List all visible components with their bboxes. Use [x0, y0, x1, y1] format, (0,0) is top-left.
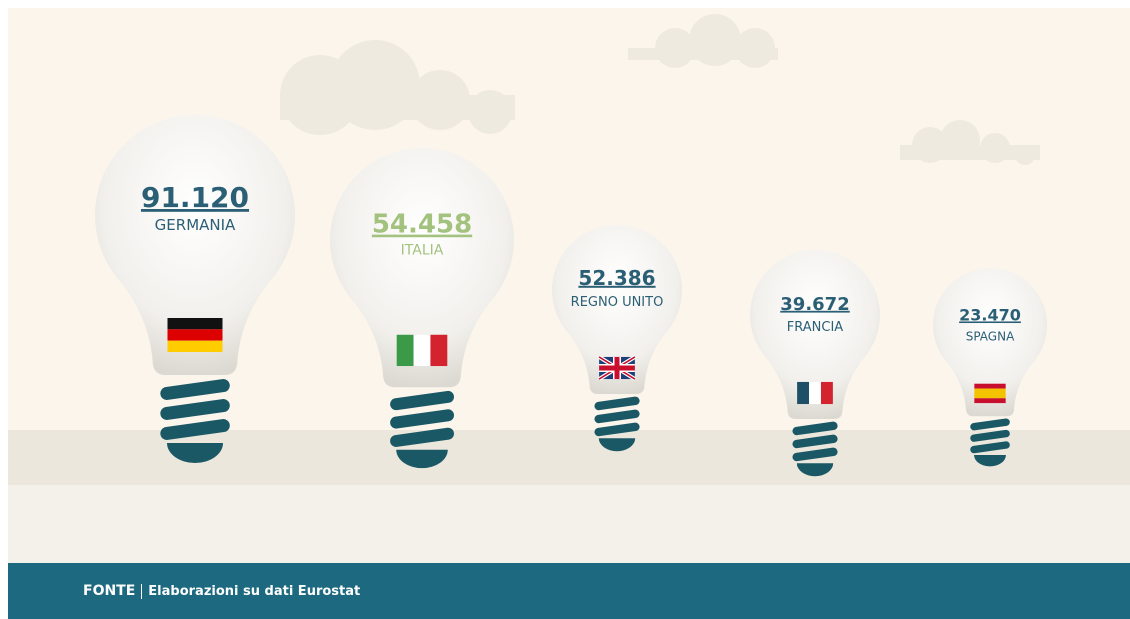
- footer-text: Elaborazioni su dati Eurostat: [141, 583, 360, 599]
- bulb-thread: [594, 396, 640, 411]
- flag-part: [974, 388, 1006, 399]
- bulb-thread: [594, 422, 640, 437]
- flag-part: [167, 329, 223, 341]
- bulb-tip: [598, 438, 636, 452]
- bulb-thread: [970, 441, 1010, 454]
- bulb-glass: [95, 115, 295, 376]
- flag: [396, 334, 448, 367]
- bulb-thread: [792, 447, 838, 462]
- flag: [974, 383, 1006, 404]
- flag-part: [167, 318, 223, 330]
- flag-part: [974, 383, 1006, 389]
- bulb-thread: [970, 418, 1010, 431]
- bulb-tip: [396, 449, 448, 469]
- flag-part: [167, 340, 223, 352]
- bulb-thread: [390, 390, 455, 411]
- bulb-thread: [792, 434, 838, 449]
- bulb-glass: [750, 250, 881, 419]
- flag-part: [413, 334, 431, 367]
- floor: [8, 485, 1130, 563]
- value: 39.672: [780, 294, 849, 315]
- value: 23.470: [959, 305, 1021, 324]
- bulb: 52.386 REGNO UNITO: [552, 225, 682, 452]
- bulb-thread: [970, 429, 1010, 442]
- flag-part: [599, 365, 635, 371]
- bulb-thread: [390, 427, 455, 447]
- flag-part: [974, 398, 1006, 404]
- bulb-thread: [594, 409, 640, 424]
- bulb-tip: [167, 443, 223, 463]
- bulb-glass: [932, 267, 1047, 417]
- country: REGNO UNITO: [571, 295, 664, 310]
- flag-part: [430, 334, 448, 367]
- bulb-tip: [796, 463, 834, 477]
- bulb: 91.120 GERMANIA: [95, 115, 295, 463]
- country: FRANCIA: [787, 320, 844, 335]
- bulb-thread: [160, 379, 230, 400]
- footer-title: FONTE: [83, 583, 136, 599]
- bulb: 39.672 FRANCIA: [750, 250, 881, 477]
- flag: [598, 355, 636, 381]
- bulb-glass: [330, 148, 514, 388]
- bulb-glass: [552, 225, 682, 394]
- clouds: [280, 14, 1040, 165]
- country: ITALIA: [401, 243, 444, 259]
- country: GERMANIA: [155, 216, 236, 234]
- value: 54.458: [372, 210, 472, 240]
- illustration: 91.120 GERMANIA 54.458 ITALIA 52.386 REGNO UN…: [8, 8, 1130, 563]
- bulb-thread: [390, 409, 455, 429]
- flag: [797, 381, 833, 405]
- bulb: 23.470 SPAGNA: [932, 267, 1047, 467]
- value: 91.120: [141, 181, 249, 214]
- footer: FONTE Elaborazioni su dati Eurostat: [8, 563, 1130, 619]
- country: SPAGNA: [966, 329, 1015, 343]
- flag-part: [809, 381, 821, 405]
- value: 52.386: [578, 266, 655, 290]
- flag-part: [396, 334, 414, 367]
- bulb: 54.458 ITALIA: [330, 148, 514, 469]
- bulb-tip: [974, 454, 1006, 467]
- flag-part: [797, 381, 810, 405]
- bulb-thread: [160, 399, 230, 420]
- flag-part: [820, 381, 833, 405]
- flag: [167, 318, 223, 352]
- bulb-thread: [792, 421, 838, 436]
- bulb-thread: [160, 419, 230, 440]
